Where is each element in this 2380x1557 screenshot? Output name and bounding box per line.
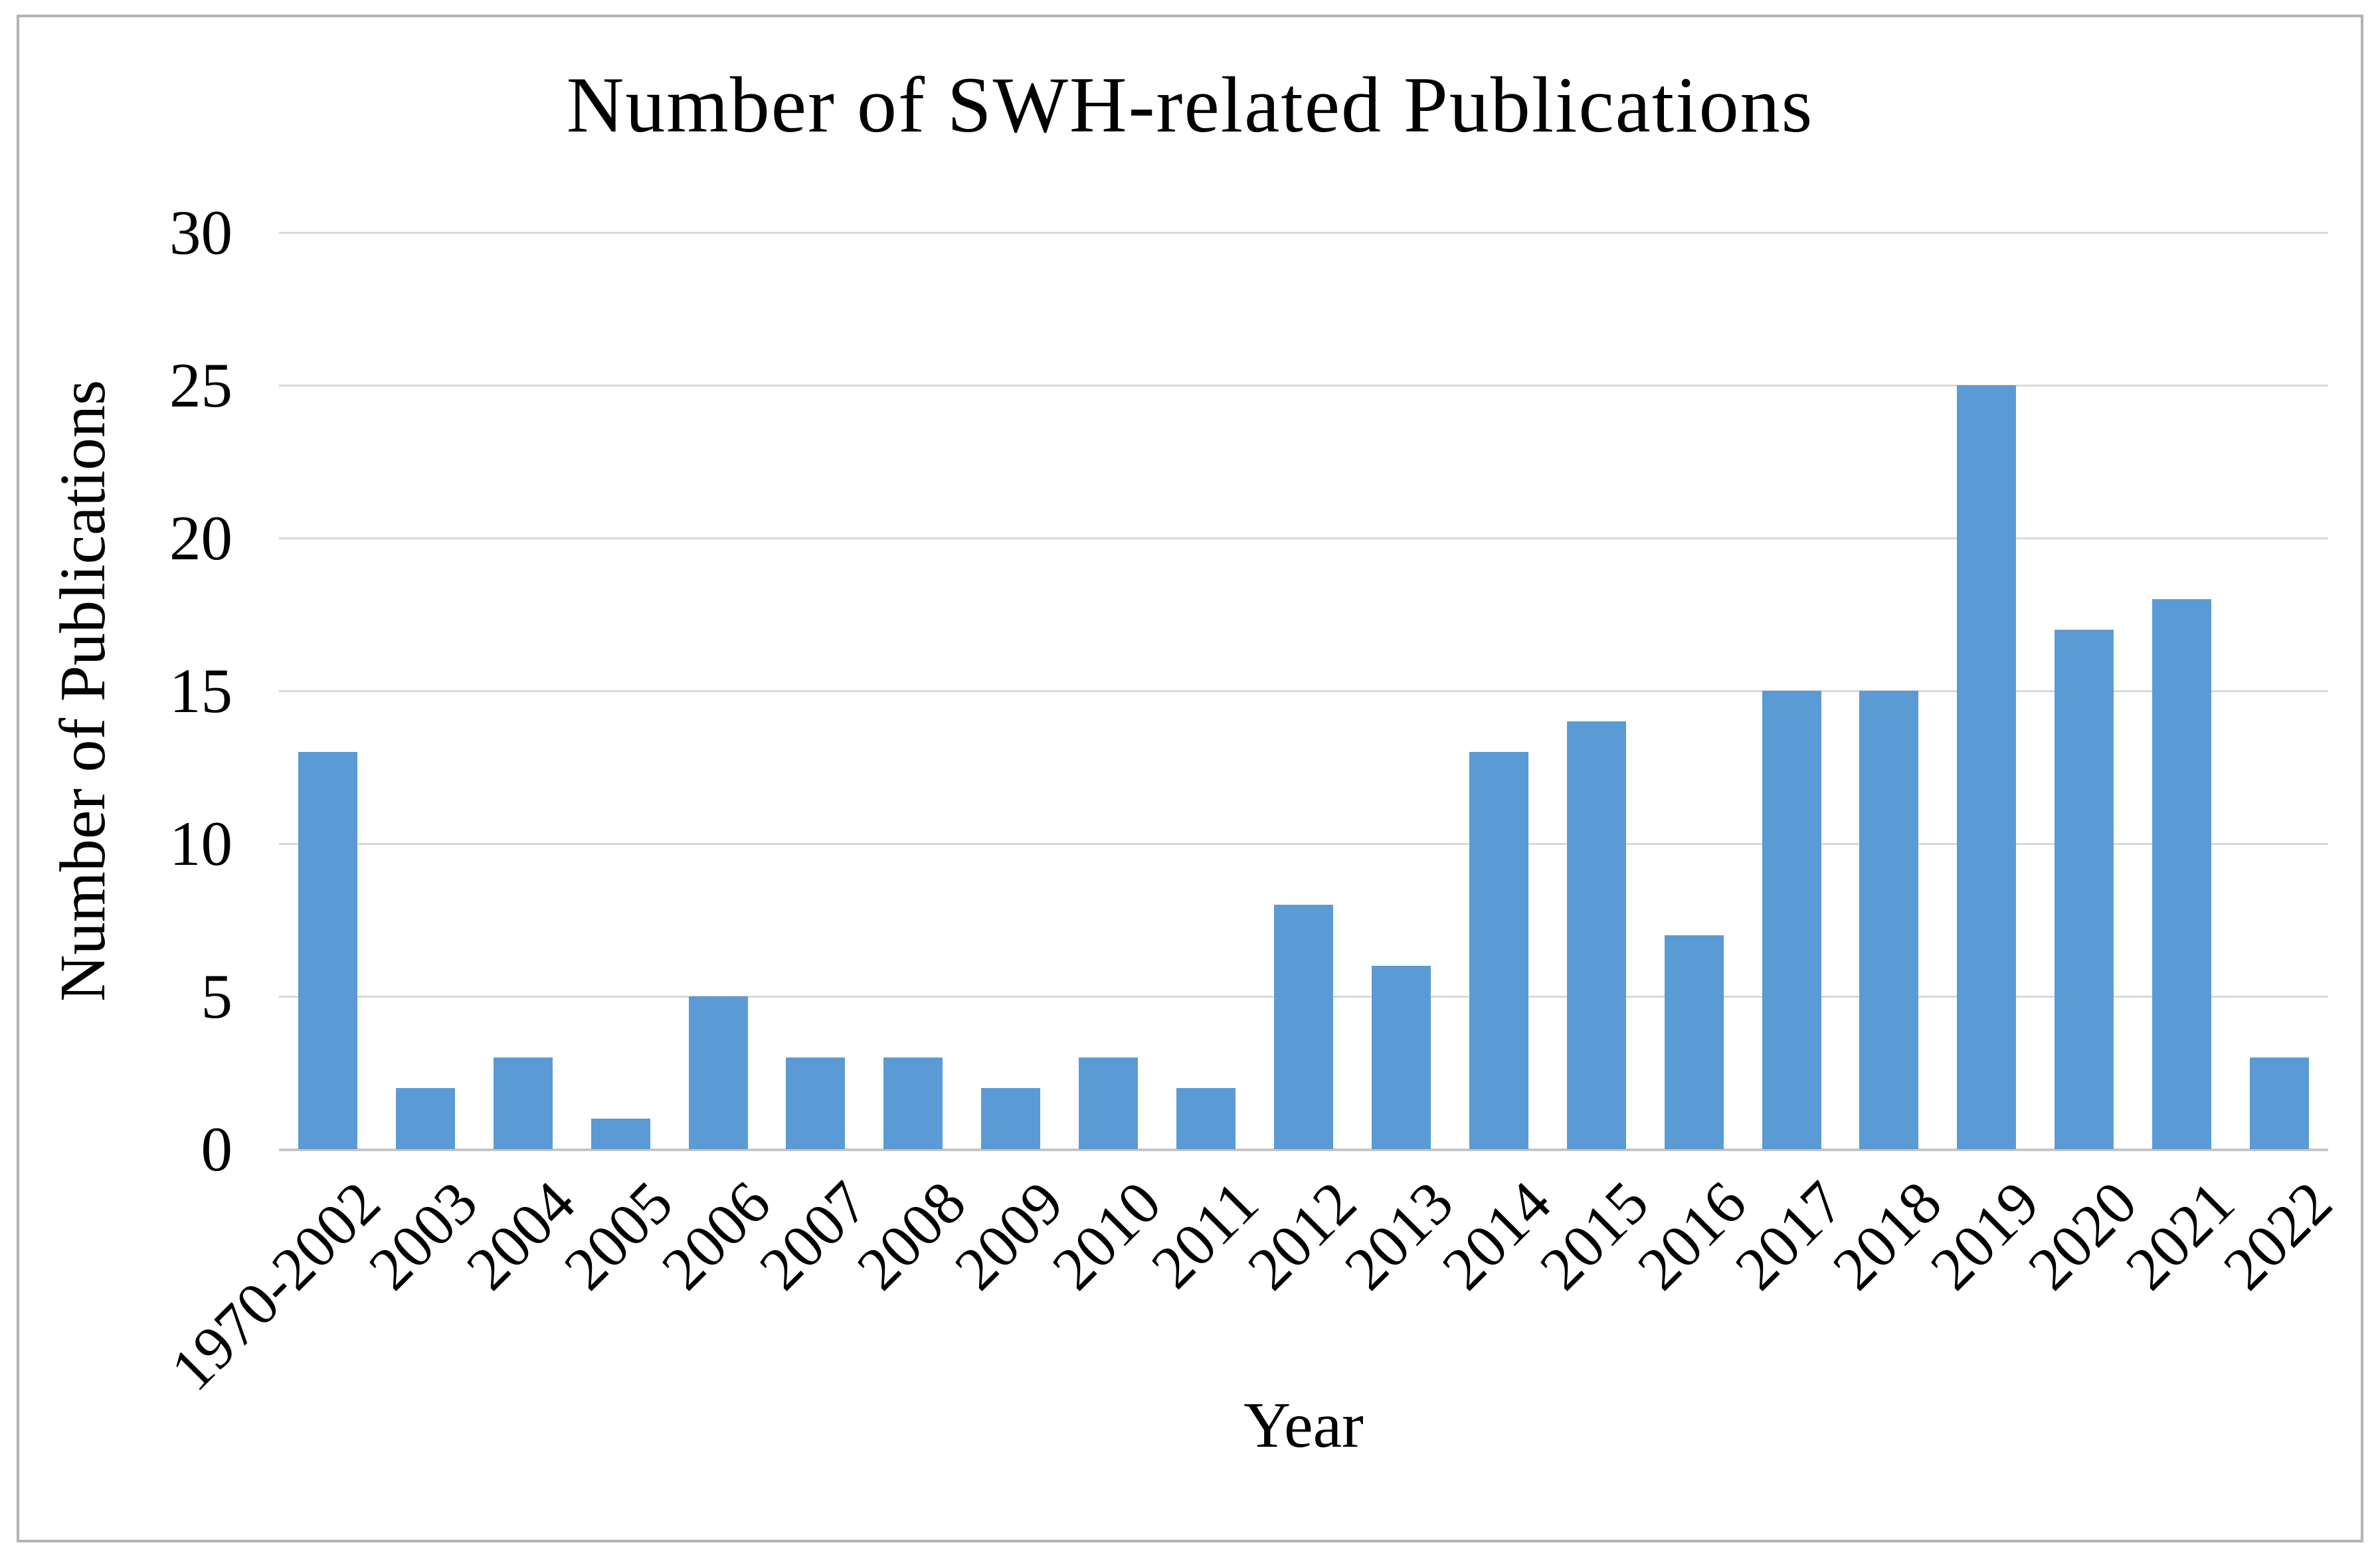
bar xyxy=(1957,385,2017,1149)
gridline xyxy=(279,690,2328,692)
bar xyxy=(591,1119,650,1149)
bar xyxy=(1274,905,1333,1149)
bar xyxy=(1566,721,1626,1149)
bar xyxy=(1762,691,1821,1149)
bar xyxy=(2055,630,2114,1149)
y-tick-label: 0 xyxy=(201,1114,233,1184)
bar xyxy=(298,752,357,1149)
x-axis-line xyxy=(279,1148,2328,1151)
x-axis-title: Year xyxy=(1243,1390,1364,1461)
bar xyxy=(1079,1057,1139,1149)
chart-title: Number of SWH-related Publications xyxy=(566,60,1814,149)
y-tick-label: 15 xyxy=(169,656,232,726)
y-tick-label: 5 xyxy=(201,961,233,1032)
y-tick-label: 30 xyxy=(169,197,232,268)
bar xyxy=(2152,599,2212,1149)
y-tick-label: 10 xyxy=(169,808,232,879)
bar xyxy=(1664,935,1724,1149)
gridline xyxy=(279,385,2328,387)
bar xyxy=(1176,1088,1236,1149)
bar xyxy=(1469,752,1528,1149)
gridline xyxy=(279,843,2328,845)
plot-area xyxy=(279,232,2328,1151)
bar xyxy=(493,1057,553,1149)
bar xyxy=(1371,966,1431,1149)
bar xyxy=(883,1057,943,1149)
gridline xyxy=(279,537,2328,539)
bar xyxy=(395,1088,455,1149)
y-tick-label: 25 xyxy=(169,350,232,420)
bar xyxy=(786,1057,846,1149)
bar xyxy=(981,1088,1041,1149)
gridline xyxy=(279,232,2328,234)
bar xyxy=(2250,1057,2310,1149)
bar xyxy=(688,996,748,1149)
y-tick-label: 20 xyxy=(169,503,232,573)
bar xyxy=(1859,691,1919,1149)
